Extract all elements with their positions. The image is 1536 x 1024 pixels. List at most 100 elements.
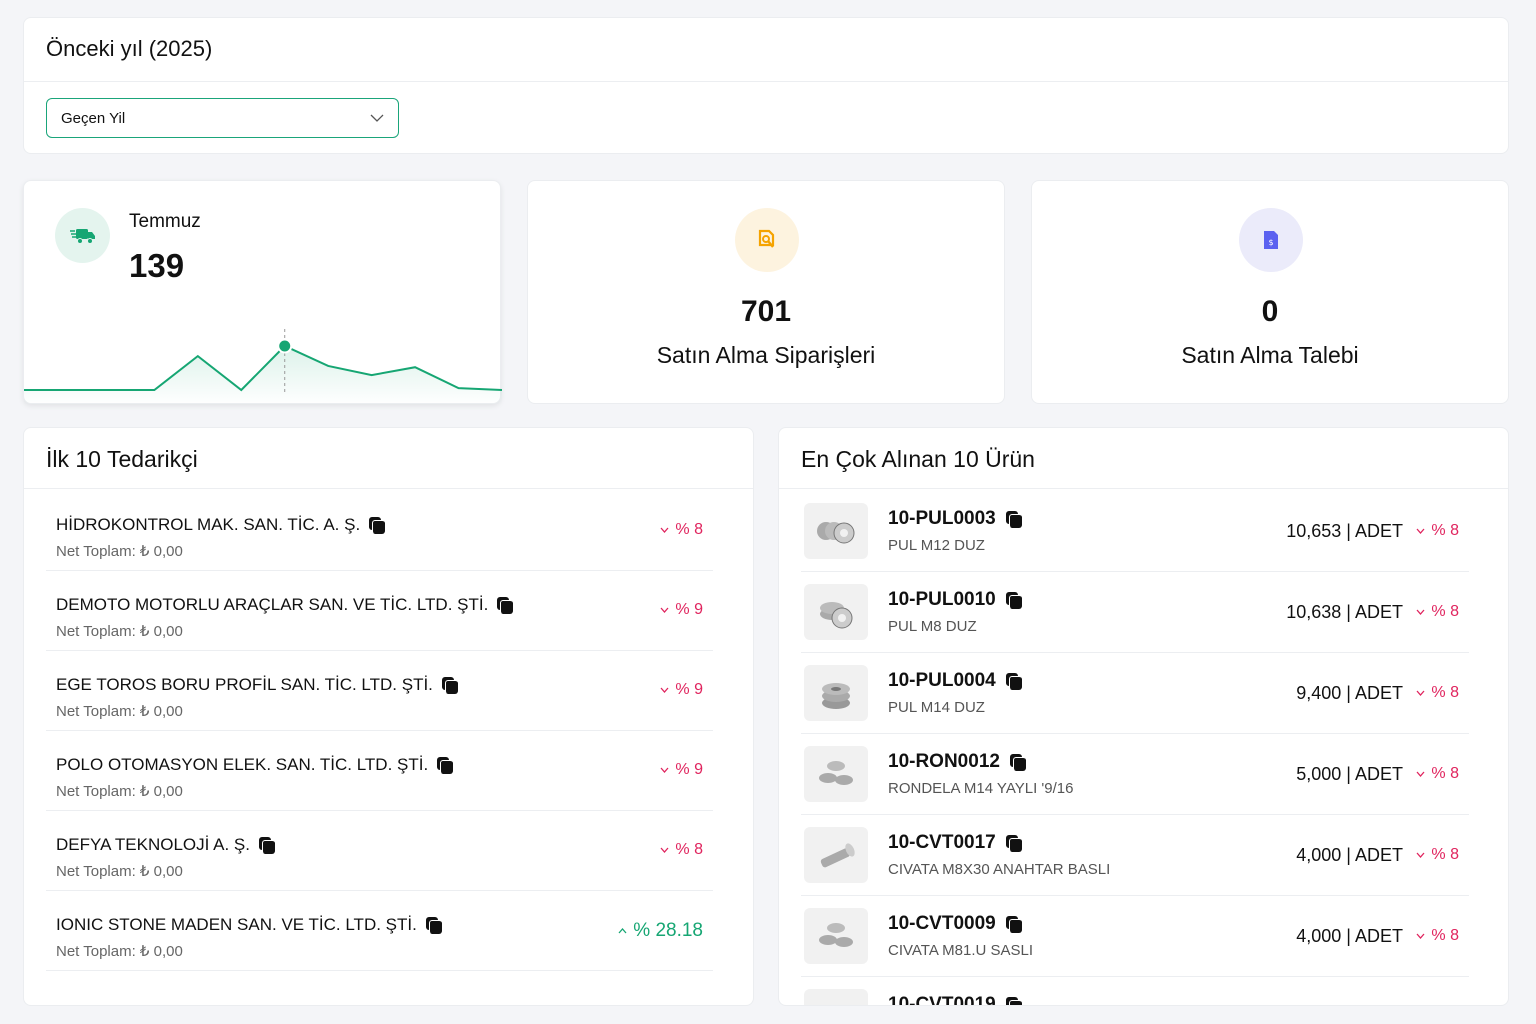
copy-icon[interactable] bbox=[497, 597, 514, 614]
copy-icon[interactable] bbox=[425, 917, 442, 934]
supplier-row[interactable]: POLO OTOMASYON ELEK. SAN. TİC. LTD. ŞTİ.… bbox=[46, 731, 713, 811]
copy-icon[interactable] bbox=[1005, 916, 1022, 933]
product-image bbox=[804, 908, 868, 964]
period-card: Önceki yıl (2025) Geçen Yil bbox=[23, 17, 1509, 154]
divider bbox=[779, 488, 1508, 489]
product-code: 10-PUL0003 bbox=[888, 508, 996, 529]
chevron-down-icon bbox=[1416, 771, 1425, 777]
copy-icon[interactable] bbox=[1005, 592, 1022, 609]
change-value: % 9 bbox=[675, 761, 703, 778]
chevron-down-icon bbox=[660, 847, 669, 853]
supplier-name: DEFYA TEKNOLOJİ A. Ş. bbox=[56, 835, 250, 854]
purchase-requests-label: Satın Alma Talebi bbox=[1181, 342, 1359, 368]
copy-icon[interactable] bbox=[1005, 997, 1022, 1005]
chevron-down-icon bbox=[660, 687, 669, 693]
product-row[interactable]: 10-CVT0019 bbox=[801, 977, 1469, 1006]
product-description: CIVATA M8X30 ANAHTAR BASLI bbox=[888, 861, 1111, 878]
product-image bbox=[804, 665, 868, 721]
supplier-total: Net Toplam: ₺ 0,00 bbox=[56, 703, 183, 720]
change-value: % 8 bbox=[1431, 603, 1459, 620]
product-quantity: 10,653 | ADET bbox=[1286, 521, 1403, 541]
product-description: PUL M12 DUZ bbox=[888, 537, 985, 554]
change-badge: % 8 bbox=[1416, 927, 1459, 945]
copy-icon[interactable] bbox=[369, 517, 386, 534]
supplier-total: Net Toplam: ₺ 0,00 bbox=[56, 943, 183, 960]
change-badge: % 8 bbox=[1416, 522, 1459, 540]
page-title: Önceki yıl (2025) bbox=[46, 36, 213, 61]
product-row[interactable]: 10-PUL0004 PUL M14 DUZ 9,400 | ADET % 8 bbox=[801, 653, 1469, 734]
product-description: PUL M14 DUZ bbox=[888, 699, 985, 716]
change-value: % 8 bbox=[675, 841, 703, 858]
change-value: % 28.18 bbox=[633, 920, 703, 941]
chevron-down-icon bbox=[370, 114, 384, 122]
chevron-down-icon bbox=[1416, 690, 1425, 696]
product-description: RONDELA M14 YAYLI '9/16 bbox=[888, 780, 1074, 797]
purchase-requests-value: 0 bbox=[1261, 295, 1279, 328]
supplier-row[interactable]: EGE TOROS BORU PROFİL SAN. TİC. LTD. ŞTİ… bbox=[46, 651, 713, 731]
product-row[interactable]: 10-CVT0009 CIVATA M81.U SASLI 4,000 | AD… bbox=[801, 896, 1469, 977]
product-row[interactable]: 10-RON0012 RONDELA M14 YAYLI '9/16 5,000… bbox=[801, 734, 1469, 815]
divider bbox=[24, 488, 753, 489]
supplier-name: DEMOTO MOTORLU ARAÇLAR SAN. VE TİC. LTD.… bbox=[56, 595, 489, 614]
monthly-stat-card[interactable]: Temmuz 139 bbox=[23, 180, 502, 405]
product-quantity: 5,000 | ADET bbox=[1296, 764, 1403, 784]
supplier-name: EGE TOROS BORU PROFİL SAN. TİC. LTD. ŞTİ… bbox=[56, 675, 433, 694]
chevron-down-icon bbox=[660, 527, 669, 533]
supplier-row[interactable]: HİDROKONTROL MAK. SAN. TİC. A. Ş. Net To… bbox=[46, 491, 713, 571]
change-value: % 8 bbox=[1431, 846, 1459, 863]
chevron-down-icon bbox=[1416, 609, 1425, 615]
product-image bbox=[804, 584, 868, 640]
chevron-down-icon bbox=[660, 767, 669, 773]
product-image bbox=[804, 503, 868, 559]
divider bbox=[24, 81, 1508, 82]
purchase-orders-card[interactable]: 701 Satın Alma Siparişleri bbox=[527, 180, 1005, 404]
supplier-total: Net Toplam: ₺ 0,00 bbox=[56, 623, 183, 640]
change-badge: % 8 bbox=[660, 841, 703, 859]
change-badge: % 9 bbox=[660, 761, 703, 779]
change-value: % 8 bbox=[1431, 927, 1459, 944]
change-value: % 8 bbox=[675, 521, 703, 538]
period-select-value: Geçen Yil bbox=[61, 109, 126, 127]
product-row[interactable]: 10-PUL0010 PUL M8 DUZ 10,638 | ADET % 8 bbox=[801, 572, 1469, 653]
change-badge: % 8 bbox=[1416, 684, 1459, 702]
copy-icon[interactable] bbox=[1005, 835, 1022, 852]
panel-title: En Çok Alınan 10 Ürün bbox=[801, 446, 1035, 472]
panel-title: İlk 10 Tedarikçi bbox=[46, 446, 198, 472]
chevron-down-icon bbox=[1416, 933, 1425, 939]
purchase-requests-card[interactable]: $ 0 Satın Alma Talebi bbox=[1031, 180, 1509, 404]
copy-icon[interactable] bbox=[441, 677, 458, 694]
sparkline-line bbox=[24, 344, 502, 392]
copy-icon[interactable] bbox=[1005, 511, 1022, 528]
change-badge: % 8 bbox=[1416, 765, 1459, 783]
copy-icon[interactable] bbox=[1009, 754, 1026, 771]
change-badge: % 28.18 bbox=[618, 920, 703, 942]
change-badge: % 9 bbox=[660, 601, 703, 619]
product-row[interactable]: 10-CVT0017 CIVATA M8X30 ANAHTAR BASLI 4,… bbox=[801, 815, 1469, 896]
truck-icon bbox=[55, 208, 110, 263]
copy-icon[interactable] bbox=[437, 757, 454, 774]
supplier-row[interactable]: DEFYA TEKNOLOJİ A. Ş. Net Toplam: ₺ 0,00… bbox=[46, 811, 713, 891]
copy-icon[interactable] bbox=[259, 837, 275, 854]
supplier-total: Net Toplam: ₺ 0,00 bbox=[56, 543, 183, 560]
product-code: 10-PUL0004 bbox=[888, 670, 996, 691]
product-code: 10-CVT0019 bbox=[888, 994, 996, 1006]
supplier-total: Net Toplam: ₺ 0,00 bbox=[56, 863, 183, 880]
change-badge: % 8 bbox=[660, 521, 703, 539]
product-quantity: 10,638 | ADET bbox=[1286, 602, 1403, 622]
top-suppliers-panel: İlk 10 Tedarikçi HİDROKONTROL MAK. SAN. … bbox=[23, 427, 754, 1006]
purchase-orders-label: Satın Alma Siparişleri bbox=[656, 342, 876, 368]
change-badge: % 8 bbox=[1416, 846, 1459, 864]
supplier-name: POLO OTOMASYON ELEK. SAN. TİC. LTD. ŞTİ. bbox=[56, 755, 429, 774]
change-badge: % 9 bbox=[660, 681, 703, 699]
copy-icon[interactable] bbox=[1005, 673, 1022, 690]
period-select[interactable]: Geçen Yil bbox=[46, 98, 399, 138]
supplier-row[interactable]: DEMOTO MOTORLU ARAÇLAR SAN. VE TİC. LTD.… bbox=[46, 571, 713, 651]
file-icon: $ bbox=[1239, 208, 1303, 272]
supplier-name: HİDROKONTROL MAK. SAN. TİC. A. Ş. bbox=[56, 515, 361, 534]
product-code: 10-RON0012 bbox=[888, 751, 1000, 772]
supplier-row[interactable]: IONIC STONE MADEN SAN. VE TİC. LTD. ŞTİ.… bbox=[46, 891, 713, 971]
sparkline-chart[interactable] bbox=[24, 311, 502, 405]
product-row[interactable]: 10-PUL0003 PUL M12 DUZ 10,653 | ADET % 8 bbox=[801, 491, 1469, 572]
change-value: % 8 bbox=[1431, 765, 1459, 782]
change-value: % 8 bbox=[1431, 684, 1459, 701]
